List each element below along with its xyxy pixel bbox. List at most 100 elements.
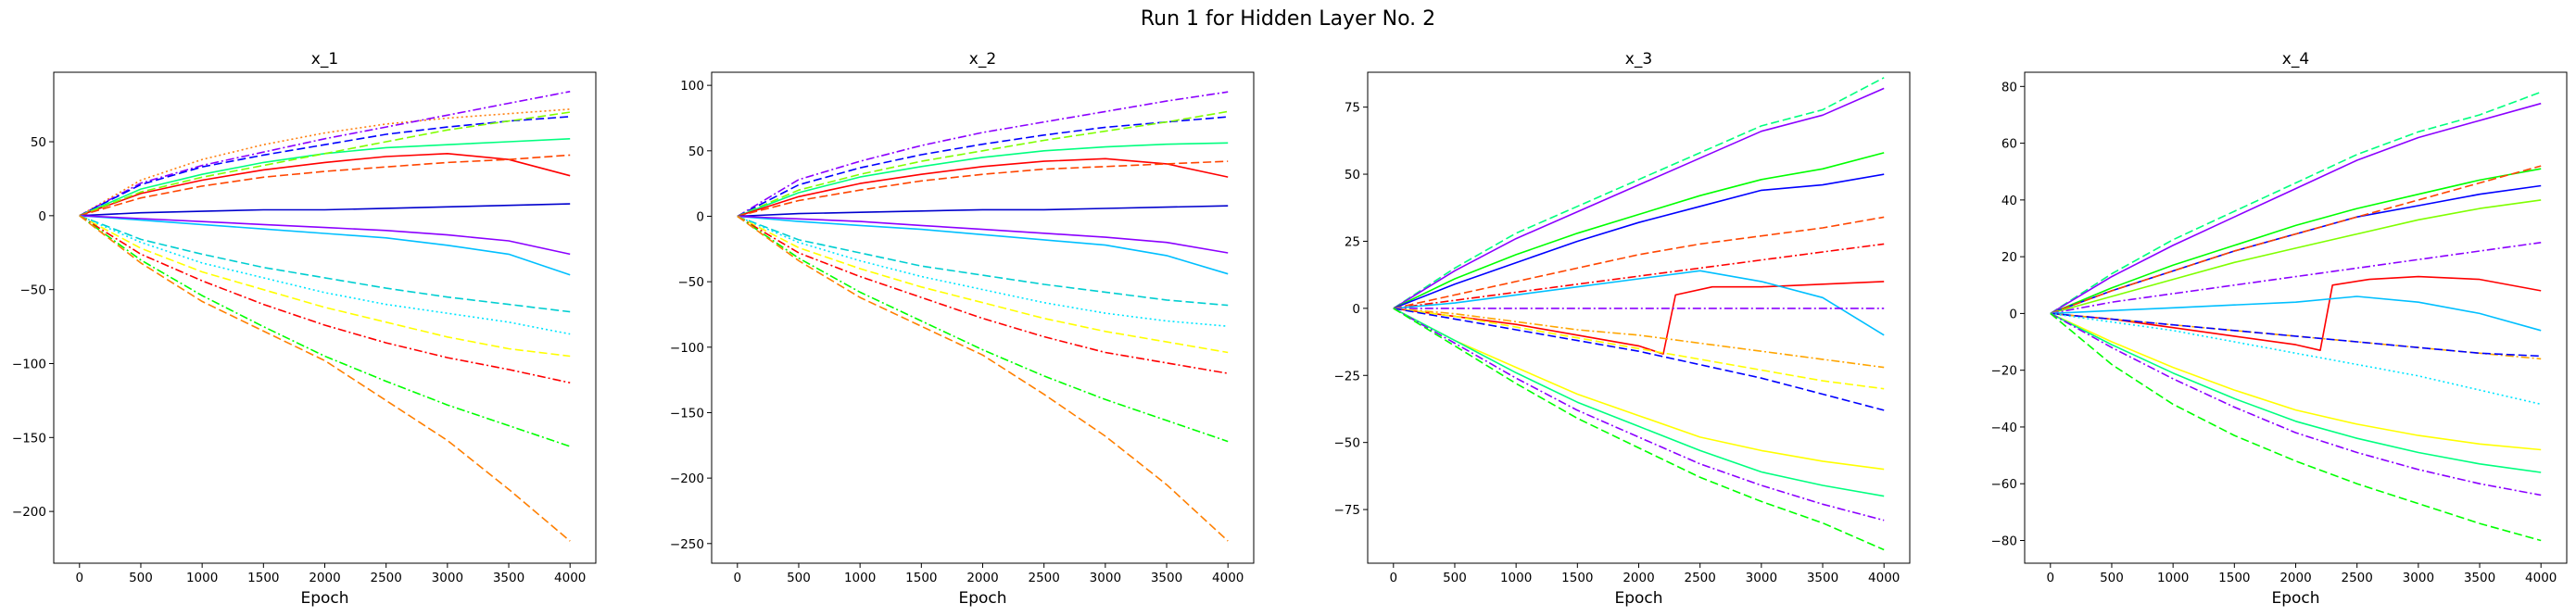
y-tick-label: 100 bbox=[680, 79, 704, 94]
x-axis-label: Epoch bbox=[1614, 589, 1662, 608]
series-line-6 bbox=[737, 160, 1229, 218]
x-tick-label: 4000 bbox=[1212, 571, 1244, 585]
series-line-8 bbox=[1393, 270, 1885, 336]
series-line-11 bbox=[2050, 312, 2542, 358]
y-tick-label: −50 bbox=[1334, 436, 1361, 451]
x-tick-label: 500 bbox=[2100, 571, 2124, 585]
x-tick-label: 0 bbox=[1389, 571, 1397, 585]
y-tick-label: −40 bbox=[1991, 421, 2018, 435]
y-tick-label: −250 bbox=[670, 537, 704, 552]
y-tick-label: 0 bbox=[1352, 302, 1360, 317]
x-tick-label: 3500 bbox=[493, 571, 524, 585]
x-axis-label: Epoch bbox=[958, 589, 1006, 608]
series-line-2 bbox=[1393, 87, 1885, 309]
series-line-7 bbox=[79, 154, 571, 217]
series-line-3 bbox=[2050, 168, 2542, 315]
series-line-10 bbox=[737, 215, 1229, 307]
series-line-5 bbox=[2050, 165, 2542, 315]
series-line-12 bbox=[1393, 308, 1885, 411]
series-line-2 bbox=[79, 91, 571, 217]
series-line-12 bbox=[737, 215, 1229, 354]
panel-title: x_3 bbox=[1625, 50, 1652, 69]
y-tick-label: 25 bbox=[1345, 234, 1360, 249]
x-tick-label: 4000 bbox=[1868, 571, 1900, 585]
x-tick-label: 4000 bbox=[554, 571, 586, 585]
y-tick-label: 80 bbox=[2001, 80, 2017, 94]
panels: x_10 500 1000 1500 2000 2500 3000 3500 4000−200−… bbox=[12, 50, 2568, 608]
series-line-6 bbox=[79, 111, 571, 217]
series-line-16 bbox=[2050, 312, 2542, 542]
series-line-9 bbox=[737, 215, 1229, 254]
y-tick-label: −150 bbox=[670, 406, 704, 421]
panel-title: x_2 bbox=[969, 50, 996, 69]
series-line-7 bbox=[1393, 281, 1885, 355]
y-tick-label: 50 bbox=[31, 135, 46, 150]
x-axis-label: Epoch bbox=[300, 589, 348, 608]
x-tick-label: 500 bbox=[1443, 571, 1467, 585]
series-line-15 bbox=[2050, 312, 2542, 497]
series-line-14 bbox=[79, 215, 571, 383]
x-tick-label: 2500 bbox=[370, 571, 401, 585]
y-tick-label: −50 bbox=[678, 275, 705, 290]
series-line-5 bbox=[737, 157, 1229, 218]
panel-3: x_30 500 1000 1500 2000 2500 3000 3500 4000−75−5… bbox=[1334, 50, 1911, 608]
x-tick-label: 500 bbox=[787, 571, 811, 585]
series-line-13 bbox=[79, 215, 571, 358]
series-line-6 bbox=[1393, 243, 1885, 309]
series-line-5 bbox=[1393, 216, 1885, 309]
x-tick-label: 2000 bbox=[309, 571, 340, 585]
x-tick-label: 2500 bbox=[1684, 571, 1715, 585]
y-tick-label: 75 bbox=[1345, 101, 1360, 116]
panel-4: x_4 0 500 1000 1500 2000 2500 3000 3500 4000 −80 −6… bbox=[1991, 50, 2568, 608]
y-tick-label: 40 bbox=[2001, 194, 2017, 208]
x-tick-label: 2000 bbox=[966, 571, 998, 585]
x-tick-label: 3000 bbox=[432, 571, 463, 585]
x-axis-label: Epoch bbox=[2271, 589, 2319, 608]
x-tick-label: 3500 bbox=[2464, 571, 2495, 585]
series-line-9 bbox=[2050, 295, 2542, 332]
y-tick-label: 20 bbox=[2001, 250, 2017, 265]
y-tick-label: −50 bbox=[20, 283, 47, 298]
series-line-4 bbox=[1393, 173, 1885, 309]
x-tick-label: 3500 bbox=[1807, 571, 1838, 585]
y-tick-label: 0 bbox=[696, 209, 704, 224]
series-line-9 bbox=[79, 215, 571, 276]
x-tick-label: 2500 bbox=[2341, 571, 2372, 585]
series-line-16 bbox=[79, 215, 571, 542]
x-tick-label: 0 bbox=[2046, 571, 2054, 585]
series-line-5 bbox=[79, 153, 571, 217]
x-tick-label: 1000 bbox=[186, 571, 218, 585]
series-line-15 bbox=[79, 215, 571, 447]
series-group bbox=[79, 91, 571, 542]
series-line-2 bbox=[737, 116, 1229, 218]
x-tick-label: 2000 bbox=[1623, 571, 1654, 585]
x-tick-label: 1500 bbox=[2218, 571, 2250, 585]
series-line-8 bbox=[79, 203, 571, 217]
x-tick-label: 1000 bbox=[844, 571, 876, 585]
series-line-11 bbox=[737, 215, 1229, 327]
y-tick-label: −150 bbox=[12, 431, 46, 446]
figure-suptitle: Run 1 for Hidden Layer No. 2 bbox=[1141, 7, 1435, 31]
x-tick-label: 1500 bbox=[1561, 571, 1593, 585]
y-tick-label: −80 bbox=[1991, 534, 2018, 548]
series-line-14 bbox=[2050, 312, 2542, 473]
series-line-3 bbox=[1393, 152, 1885, 309]
y-tick-label: −100 bbox=[670, 341, 704, 356]
series-line-3 bbox=[79, 116, 571, 217]
series-line-11 bbox=[1393, 308, 1885, 390]
series-group bbox=[2050, 91, 2542, 542]
y-tick-label: 50 bbox=[688, 145, 704, 159]
x-tick-label: 1000 bbox=[1500, 571, 1532, 585]
x-tick-label: 1500 bbox=[905, 571, 937, 585]
x-tick-label: 2500 bbox=[1028, 571, 1059, 585]
y-tick-label: −20 bbox=[1991, 364, 2018, 379]
y-tick-label: 50 bbox=[1345, 168, 1360, 182]
x-tick-label: 3500 bbox=[1151, 571, 1182, 585]
y-tick-label: −25 bbox=[1334, 369, 1361, 383]
series-line-1 bbox=[1393, 77, 1885, 309]
x-tick-label: 4000 bbox=[2525, 571, 2557, 585]
x-tick-label: 1000 bbox=[2157, 571, 2189, 585]
series-line-3 bbox=[737, 110, 1229, 218]
y-tick-label: −60 bbox=[1991, 477, 2018, 492]
